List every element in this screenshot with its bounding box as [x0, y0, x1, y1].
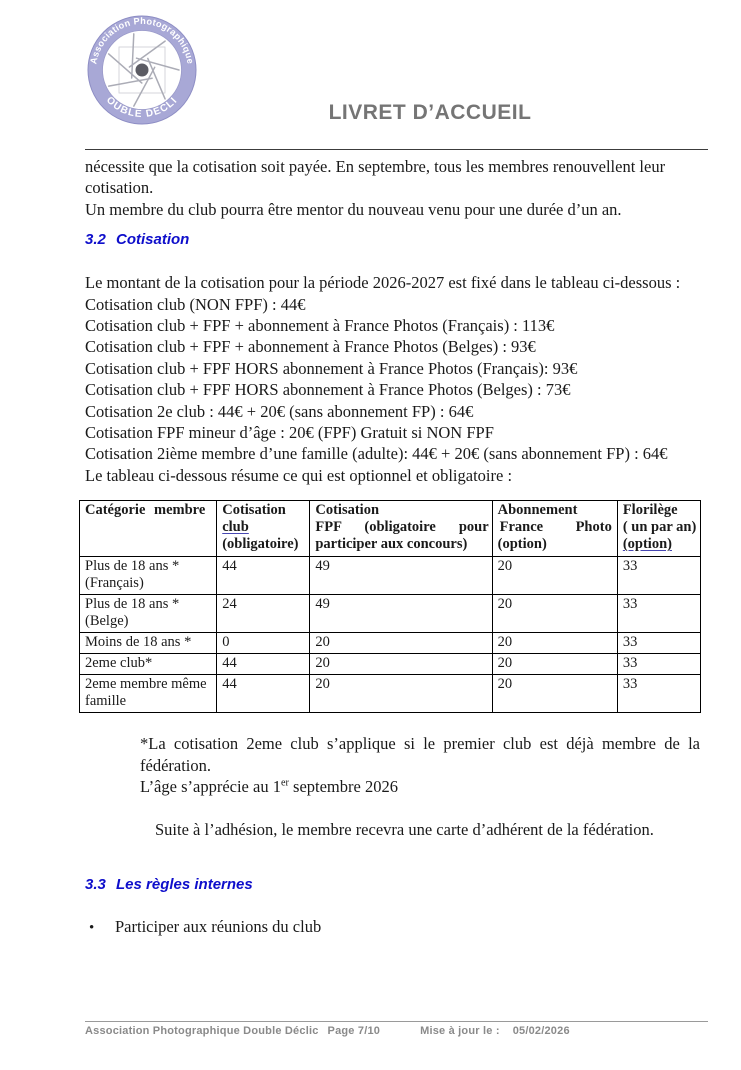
- table-row: 2eme membre même famille 44 20 20 33: [78, 674, 702, 714]
- footer-page-number: Page 7/10: [327, 1025, 381, 1037]
- table-cell: 20: [491, 556, 618, 596]
- table-footnote: *La cotisation 2eme club s’applique si l…: [140, 733, 700, 797]
- rules-item-text: Participer aux réunions du club: [115, 916, 322, 936]
- fee-line: Cotisation club + FPF + abonnement à Fra…: [85, 316, 555, 336]
- table-cell: 33: [616, 594, 702, 634]
- cotisation-lead-paragraph: Le montant de la cotisation pour la péri…: [85, 273, 681, 293]
- section-title: Les règles internes: [116, 875, 253, 893]
- table-row: 2eme club* 44 20 20 33: [78, 653, 702, 676]
- document-title: LIVRET D’ACCUEIL: [328, 101, 532, 124]
- footer-updated-date: 05/02/2026: [512, 1025, 570, 1037]
- table-cell: 20: [491, 632, 618, 655]
- fee-list: Cotisation club (NON FPF) : 44€ Cotisati…: [85, 294, 700, 465]
- header-label-underlined: club: [222, 519, 249, 536]
- table-header-cell: Cotisation FPF (obligatoire pour partici…: [309, 500, 493, 558]
- club-logo: Association Photographique DOUBLE DECLIC: [86, 14, 197, 125]
- table-cell-label: Plus de 18 ans * (Français): [78, 556, 218, 596]
- header-label: (option): [497, 536, 547, 553]
- section-3-2-heading: 3.2 Cotisation: [85, 231, 700, 249]
- table-cell-label: Plus de 18 ans * (Belge): [78, 594, 218, 634]
- adhesion-paragraph: Suite à l’adhésion, le membre recevra un…: [155, 819, 654, 839]
- table-cell: 44: [216, 556, 311, 596]
- table-cell: 49: [309, 594, 493, 634]
- section-3-3-heading: 3.3 Les règles internes: [85, 876, 700, 894]
- page-footer: Association Photographique Double Déclic…: [85, 1021, 708, 1037]
- table-cell: 20: [309, 674, 493, 714]
- fee-line: Cotisation club + FPF HORS abonnement à …: [85, 358, 578, 378]
- table-cell: 49: [309, 556, 493, 596]
- age-note: L’âge s’apprécie au 1er septembre 2026: [140, 776, 700, 797]
- section-number: 3.3: [85, 875, 106, 893]
- table-row: Plus de 18 ans * (Français) 44 49 20 33: [78, 556, 702, 596]
- header-label: ( un par an): [622, 519, 697, 536]
- table-cell-label: 2eme membre même famille: [78, 674, 218, 714]
- header-label: Abonnement: [497, 502, 578, 519]
- footnote-text: *La cotisation 2eme club s’applique si l…: [140, 734, 700, 775]
- footer-org: Association Photographique Double Déclic: [85, 1025, 319, 1037]
- table-cell: 20: [491, 674, 618, 714]
- header-label: (obligatoire): [222, 536, 299, 553]
- table-row: Plus de 18 ans * (Belge) 24 49 20 33: [78, 594, 702, 634]
- table-cell: 20: [491, 594, 618, 634]
- header-label: Florilège: [622, 502, 678, 519]
- table-header-row: Catégorie membre Cotisation club (obliga…: [78, 500, 702, 558]
- header-label: Catégorie membre: [85, 502, 206, 519]
- bullet-icon: •: [89, 919, 95, 936]
- table-cell-label: Moins de 18 ans *: [78, 632, 218, 655]
- table-cell: 44: [216, 653, 311, 676]
- table-header-cell: Catégorie membre: [78, 500, 218, 558]
- fee-line: Cotisation FPF mineur d’âge : 20€ (FPF) …: [85, 423, 494, 443]
- table-cell: 20: [491, 653, 618, 676]
- age-note-text: septembre 2026: [288, 777, 398, 797]
- fees-table: Catégorie membre Cotisation club (obliga…: [78, 500, 702, 714]
- table-cell: 33: [616, 674, 702, 714]
- table-cell: 0: [216, 632, 311, 655]
- rules-list-item: • Participer aux réunions du club: [85, 916, 700, 939]
- age-note-superscript: er: [280, 777, 289, 789]
- table-cell: 33: [616, 556, 702, 596]
- table-cell: 33: [616, 653, 702, 676]
- header-label-underlined: (option): [622, 536, 672, 553]
- header-label: Cotisation: [222, 502, 286, 519]
- fee-line: Cotisation club + FPF + abonnement à Fra…: [85, 337, 536, 357]
- fee-line: Cotisation 2e club : 44€ + 20€ (sans abo…: [85, 401, 474, 421]
- header-label: FPF (obligatoire pour participer aux con…: [315, 519, 489, 553]
- page-header: Association Photographique DOUBLE DECLIC…: [0, 0, 741, 150]
- table-cell: 24: [216, 594, 311, 634]
- table-header-cell: Florilège ( un par an) (option): [616, 500, 702, 558]
- table-cell-label: 2eme club*: [78, 653, 218, 676]
- table-cell: 44: [216, 674, 311, 714]
- table-row: Moins de 18 ans * 0 20 20 33: [78, 632, 702, 655]
- aperture-center-dot: [135, 63, 149, 77]
- mentor-paragraph: Un membre du club pourra être mentor du …: [85, 199, 622, 219]
- section-number: 3.2: [85, 231, 106, 249]
- age-note-text: L’âge s’apprécie au 1: [140, 777, 281, 797]
- table-header-cell: Cotisation club (obligatoire): [216, 500, 311, 558]
- table-header-cell: Abonnement France Photo (option): [491, 500, 618, 558]
- fee-line: Cotisation club (NON FPF) : 44€: [85, 294, 306, 314]
- fee-line: Cotisation club + FPF HORS abonnement à …: [85, 380, 571, 400]
- table-cell: 33: [616, 632, 702, 655]
- document-body: nécessite que la cotisation soit payée. …: [78, 156, 702, 939]
- intro-paragraph: nécessite que la cotisation soit payée. …: [85, 157, 666, 198]
- table-lead-paragraph: Le tableau ci-dessous résume ce qui est …: [85, 465, 513, 485]
- table-cell: 20: [309, 653, 493, 676]
- fee-line: Cotisation 2ième membre d’une famille (a…: [85, 444, 668, 464]
- section-title: Cotisation: [116, 231, 190, 249]
- header-label: France Photo: [499, 519, 612, 536]
- aperture-icon: [107, 33, 180, 107]
- header-label: Cotisation: [315, 502, 380, 519]
- table-cell: 20: [309, 632, 493, 655]
- footer-updated-label: Mise à jour le :: [420, 1025, 500, 1037]
- header-divider: [85, 149, 708, 150]
